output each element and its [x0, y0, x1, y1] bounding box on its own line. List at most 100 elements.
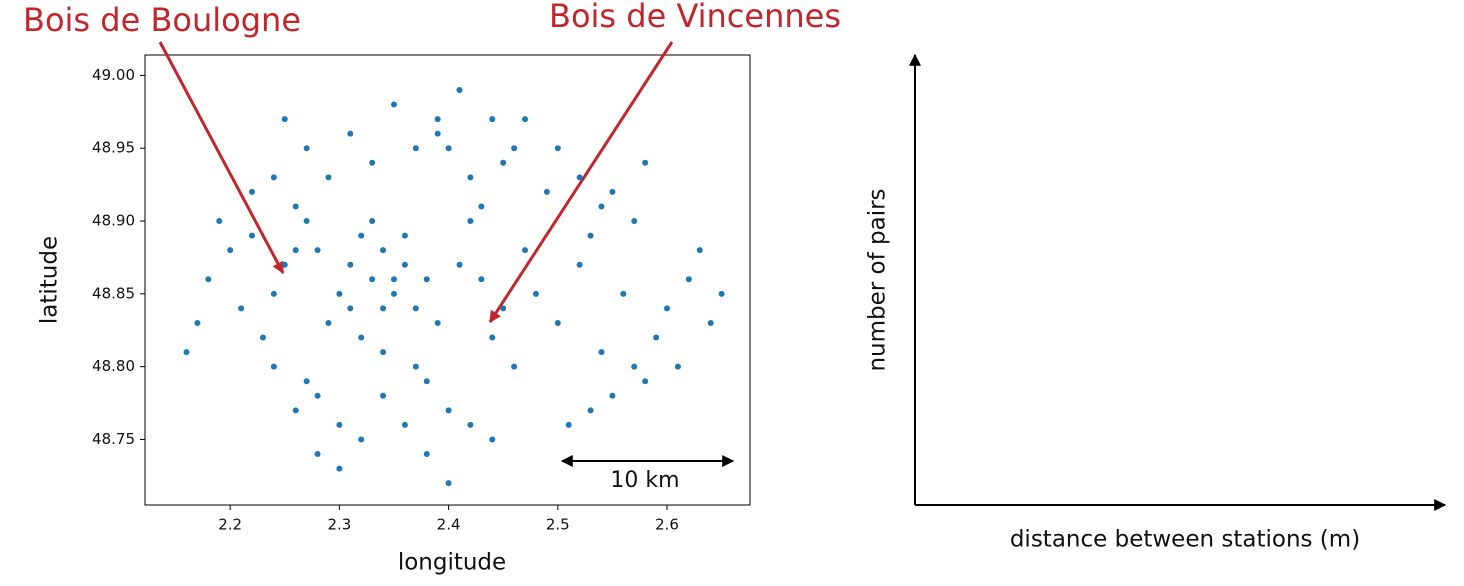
point — [685, 276, 692, 283]
point — [664, 305, 671, 312]
point — [249, 188, 256, 195]
x-tick-label: 2.6 — [655, 516, 679, 534]
point — [500, 159, 507, 166]
point — [358, 334, 365, 341]
point — [609, 392, 616, 399]
point — [434, 116, 441, 123]
point — [358, 436, 365, 443]
y-axis-label: latitude — [37, 236, 63, 324]
point — [401, 421, 408, 428]
point — [565, 421, 572, 428]
point — [249, 232, 256, 239]
point — [292, 247, 299, 254]
x-tick-label: 2.5 — [546, 516, 570, 534]
point — [412, 305, 419, 312]
point — [292, 407, 299, 414]
point — [347, 130, 354, 137]
point — [325, 319, 332, 326]
point — [434, 130, 441, 137]
y-tick-label: 49.00 — [92, 66, 135, 84]
point — [478, 203, 485, 210]
x-axis-label: distance between stations (m) — [1010, 527, 1360, 553]
point — [401, 261, 408, 268]
point — [347, 305, 354, 312]
point — [412, 145, 419, 152]
y-tick-label: 48.80 — [92, 357, 135, 375]
point — [227, 247, 234, 254]
point — [380, 392, 387, 399]
point — [609, 188, 616, 195]
point — [314, 247, 321, 254]
point — [511, 363, 518, 370]
point — [554, 145, 561, 152]
point — [445, 145, 452, 152]
x-tick-label: 2.4 — [437, 516, 461, 534]
point — [390, 290, 397, 297]
point — [598, 349, 605, 356]
point — [511, 145, 518, 152]
point — [303, 218, 310, 225]
point — [423, 276, 430, 283]
point — [467, 218, 474, 225]
scale-label: 10 km — [610, 468, 679, 493]
y-axis-label: number of pairs — [865, 188, 891, 371]
annotation-arrow — [158, 41, 285, 275]
point — [347, 261, 354, 268]
point — [543, 188, 550, 195]
point — [380, 305, 387, 312]
point — [642, 159, 649, 166]
point — [303, 145, 310, 152]
point — [674, 363, 681, 370]
point — [587, 232, 594, 239]
point — [576, 174, 583, 181]
annotation-arrow — [488, 41, 674, 324]
point — [194, 319, 201, 326]
point — [500, 305, 507, 312]
x-tick-label: 2.3 — [327, 516, 351, 534]
point — [696, 247, 703, 254]
point — [401, 232, 408, 239]
point — [445, 480, 452, 487]
point — [467, 174, 474, 181]
point — [554, 319, 561, 326]
point — [631, 363, 638, 370]
point — [336, 465, 343, 472]
point — [259, 334, 266, 341]
point — [238, 305, 245, 312]
point — [532, 290, 539, 297]
point — [303, 378, 310, 385]
point — [620, 290, 627, 297]
point — [423, 451, 430, 458]
point — [205, 276, 212, 283]
point — [183, 349, 190, 356]
point — [369, 276, 376, 283]
point — [707, 319, 714, 326]
point — [369, 218, 376, 225]
plot-frame — [144, 54, 751, 506]
point — [489, 334, 496, 341]
point — [270, 290, 277, 297]
point — [522, 116, 529, 123]
point — [467, 421, 474, 428]
point — [598, 203, 605, 210]
point — [390, 276, 397, 283]
point — [478, 276, 485, 283]
point — [325, 174, 332, 181]
point — [576, 261, 583, 268]
point — [653, 334, 660, 341]
point — [216, 218, 223, 225]
point — [456, 86, 463, 93]
point — [270, 174, 277, 181]
point — [412, 363, 419, 370]
y-tick-label: 48.95 — [92, 139, 135, 157]
point — [281, 116, 288, 123]
point — [358, 232, 365, 239]
point — [336, 290, 343, 297]
point — [489, 116, 496, 123]
point — [587, 407, 594, 414]
point — [380, 247, 387, 254]
point — [642, 378, 649, 385]
y-tick-label: 48.75 — [92, 430, 135, 448]
